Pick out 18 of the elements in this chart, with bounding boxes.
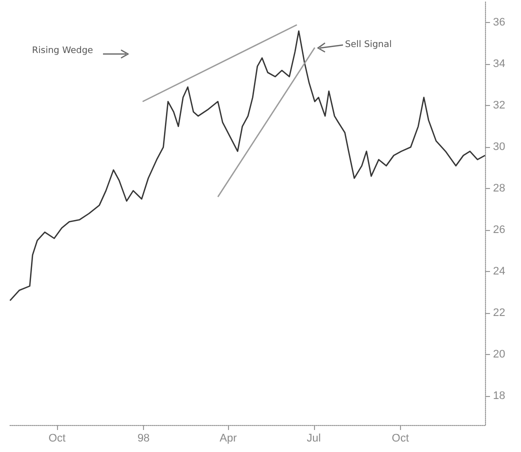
y-tick-label: 34 xyxy=(493,58,506,70)
y-tick-label: 36 xyxy=(493,16,506,29)
y-tick-label: 20 xyxy=(493,348,506,360)
x-tick-label: Oct xyxy=(48,432,66,444)
y-tick-label: 32 xyxy=(493,100,506,112)
y-tick-label: 24 xyxy=(493,266,506,278)
y-tick-label: 26 xyxy=(493,224,506,236)
y-tick-label: 22 xyxy=(493,307,506,320)
x-tick-label: Oct xyxy=(392,432,409,444)
y-tick-label: 28 xyxy=(493,182,506,195)
y-tick-label: 18 xyxy=(493,390,506,402)
line-series xyxy=(9,30,486,302)
x-tick-label: Jul xyxy=(306,432,321,444)
x-tick-label: 98 xyxy=(137,432,150,444)
annotation: Sell Signal xyxy=(345,40,392,50)
y-tick-label: 30 xyxy=(493,141,506,154)
annotation: Rising Wedge xyxy=(32,46,94,56)
x-tick-label: Apr xyxy=(220,432,238,444)
